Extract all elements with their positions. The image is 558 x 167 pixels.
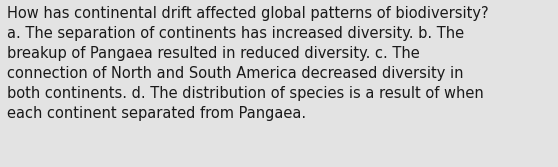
Text: How has continental drift affected global patterns of biodiversity?
a. The separ: How has continental drift affected globa… [7,6,489,121]
